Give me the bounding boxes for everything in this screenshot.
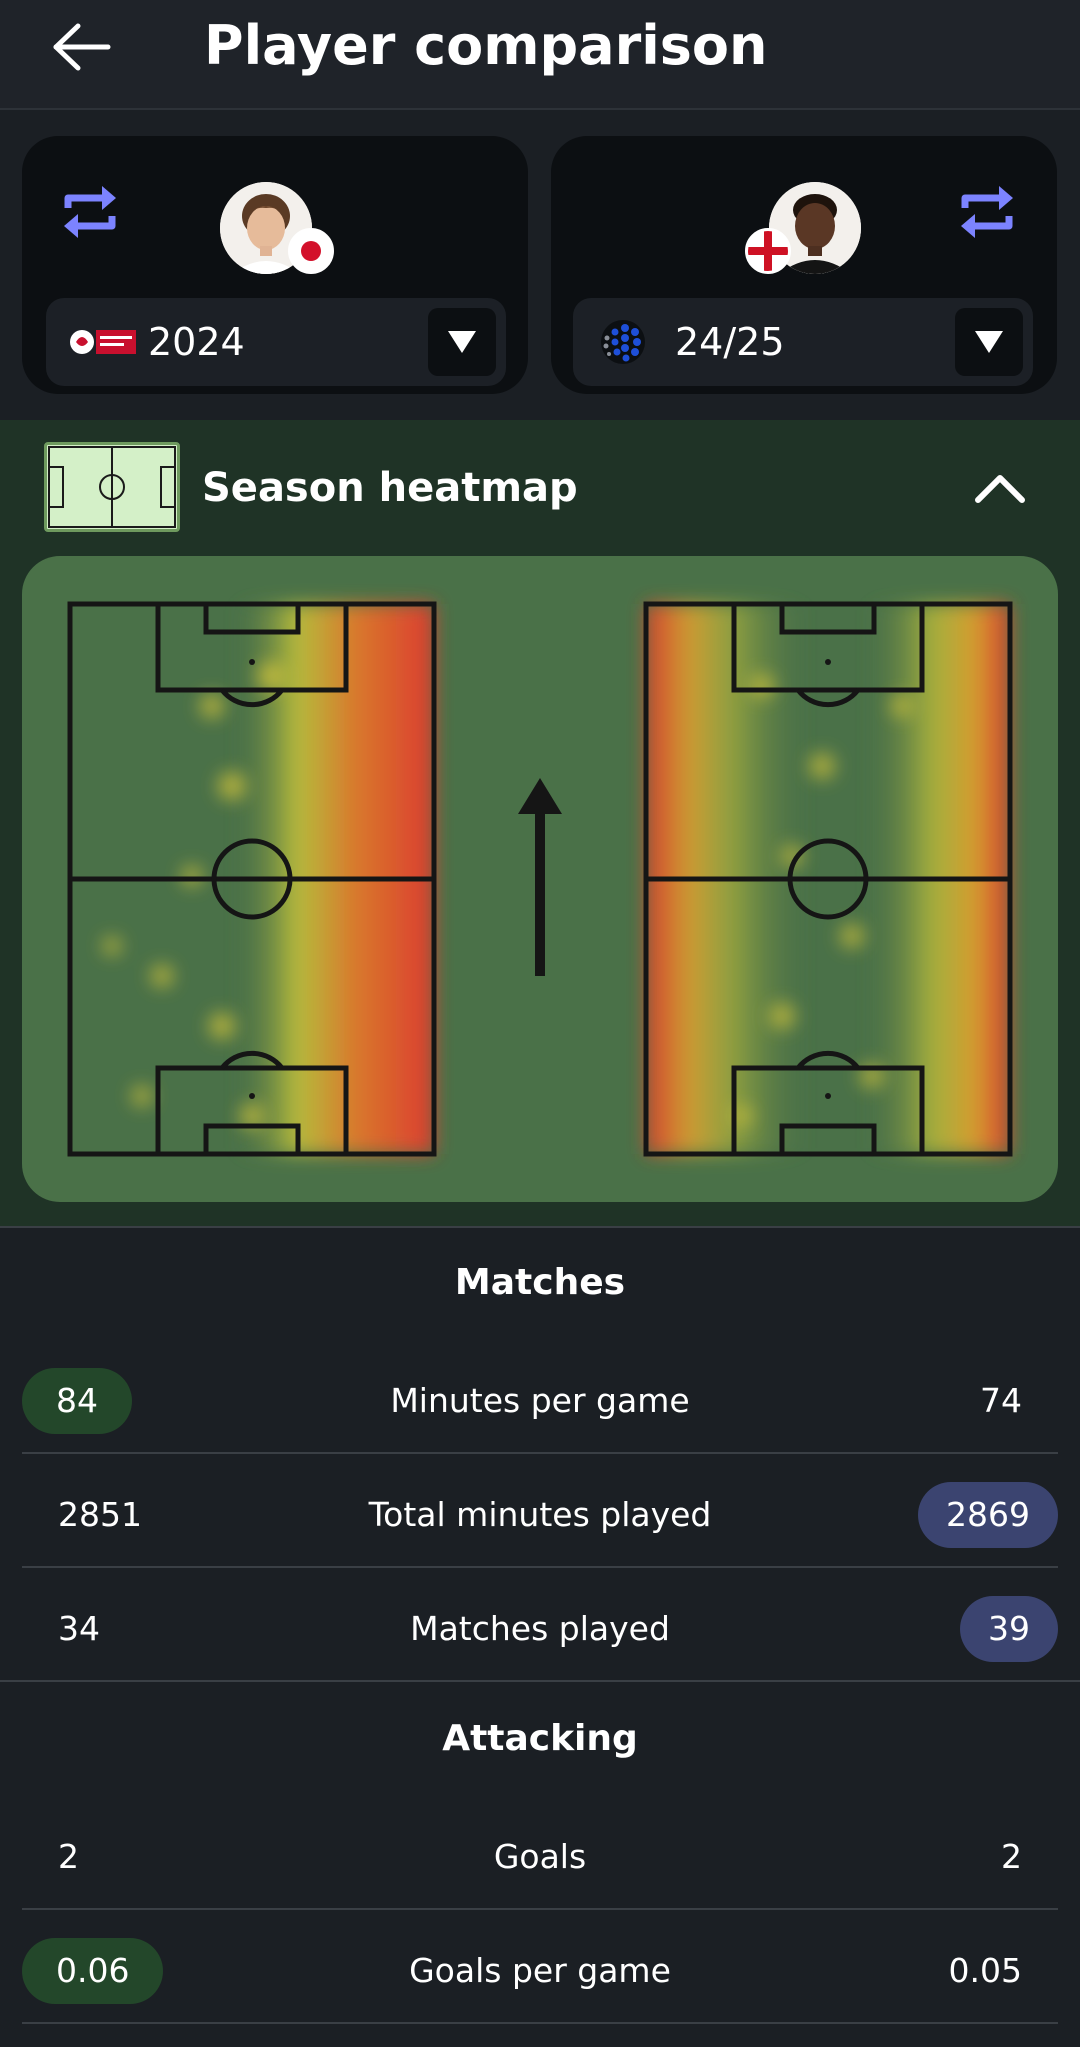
stat-row-total-minutes-played: 2851 Total minutes played 2869 bbox=[22, 1454, 1058, 1568]
heatmap-section: Season heatmap bbox=[0, 420, 1080, 1226]
section-title-attacking: Attacking bbox=[442, 1718, 638, 1759]
season-dropdown-left[interactable] bbox=[428, 308, 496, 376]
collapse-heatmap-button[interactable] bbox=[960, 456, 1040, 516]
left-value: 0.06 bbox=[22, 1938, 164, 2004]
row-divider bbox=[22, 1566, 1058, 1568]
j1-league-logo bbox=[70, 330, 136, 354]
row-divider bbox=[22, 1908, 1058, 1910]
left-value: 2 bbox=[58, 1837, 79, 1876]
stat-label: Total minutes played bbox=[368, 1495, 712, 1534]
swap-arrows-icon bbox=[961, 186, 1013, 238]
stat-row-goals: 2 Goals 2 bbox=[22, 1796, 1058, 1910]
season-value-right: 24/25 bbox=[675, 320, 785, 364]
japan-flag-icon bbox=[288, 228, 334, 274]
season-select-right[interactable]: 24/25 bbox=[573, 298, 1033, 386]
stat-label: Matches played bbox=[410, 1609, 670, 1648]
triangle-down-icon bbox=[975, 331, 1003, 353]
league-ball-logo bbox=[601, 320, 645, 364]
right-value: 2869 bbox=[918, 1482, 1058, 1548]
stat-row-matches-played: 34 Matches played 39 bbox=[22, 1568, 1058, 1682]
season-dropdown-right[interactable] bbox=[955, 308, 1023, 376]
stat-label: Goals bbox=[493, 1837, 587, 1876]
left-value: 2851 bbox=[58, 1495, 142, 1534]
player-selectors: 2024 bbox=[0, 112, 1080, 420]
season-select-left[interactable]: 2024 bbox=[46, 298, 506, 386]
swap-player-button-right[interactable] bbox=[955, 180, 1019, 244]
swap-player-button-left[interactable] bbox=[58, 180, 122, 244]
swap-arrows-icon bbox=[64, 186, 116, 238]
left-value: 84 bbox=[22, 1368, 132, 1434]
row-divider bbox=[22, 2022, 1058, 2024]
stat-label: Goals per game bbox=[409, 1951, 671, 1990]
right-value: 39 bbox=[960, 1596, 1058, 1662]
section-divider bbox=[0, 1226, 1080, 1228]
pitch-lines-right bbox=[643, 601, 1013, 1157]
pitch-lines-left bbox=[67, 601, 437, 1157]
player-card-left: 2024 bbox=[22, 136, 528, 394]
stat-row-minutes-per-game: 84 Minutes per game 74 bbox=[22, 1340, 1058, 1454]
right-value: 74 bbox=[980, 1381, 1022, 1420]
row-divider bbox=[22, 1452, 1058, 1454]
right-value: 2 bbox=[1001, 1837, 1022, 1876]
heatmap-header[interactable]: Season heatmap bbox=[0, 420, 1080, 556]
section-divider bbox=[0, 1680, 1080, 1682]
pitch-icon bbox=[44, 442, 180, 532]
arrow-left-icon bbox=[53, 23, 111, 71]
player-card-right: 24/25 bbox=[551, 136, 1057, 394]
heatmap-card bbox=[22, 556, 1058, 1202]
stat-label: Minutes per game bbox=[390, 1381, 690, 1420]
heatmap-title: Season heatmap bbox=[202, 465, 578, 511]
chevron-up-icon bbox=[975, 475, 1025, 503]
arrow-up-icon bbox=[518, 778, 562, 976]
back-button[interactable] bbox=[36, 12, 126, 82]
left-value: 34 bbox=[58, 1609, 100, 1648]
england-flag-icon bbox=[745, 228, 791, 274]
app-header: Player comparison bbox=[0, 0, 1080, 110]
triangle-down-icon bbox=[448, 331, 476, 353]
season-value-left: 2024 bbox=[148, 320, 245, 364]
right-value: 0.05 bbox=[948, 1951, 1022, 1990]
page-title: Player comparison bbox=[204, 14, 768, 77]
stat-row-goals-per-game: 0.06 Goals per game 0.05 bbox=[22, 1910, 1058, 2024]
section-title-matches: Matches bbox=[454, 1262, 626, 1303]
